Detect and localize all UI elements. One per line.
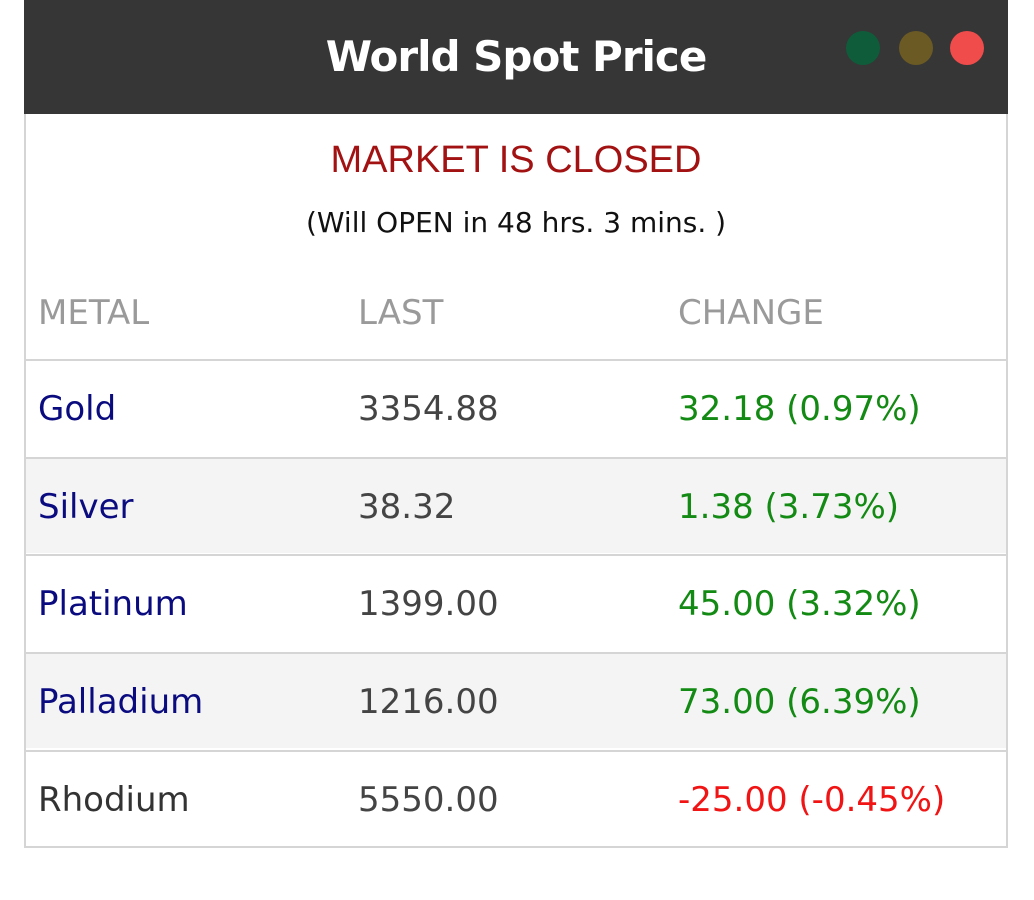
price-change: -25.00 (-0.45%) — [678, 780, 946, 820]
spot-price-widget: World Spot Price MARKET IS CLOSED (Will … — [24, 0, 1008, 848]
price-change: 32.18 (0.97%) — [678, 389, 921, 429]
price-change: 1.38 (3.73%) — [678, 487, 900, 527]
metal-link[interactable]: Platinum — [38, 584, 188, 624]
metal-link[interactable]: Gold — [38, 389, 117, 429]
last-price: 38.32 — [358, 487, 456, 527]
widget-title: World Spot Price — [325, 32, 708, 81]
last-price: 3354.88 — [358, 389, 499, 429]
column-header-metal: METAL — [38, 293, 150, 333]
last-price: 1399.00 — [358, 584, 499, 624]
market-status: MARKET IS CLOSED — [330, 139, 702, 181]
market-open-countdown: (Will OPEN in 48 hrs. 3 mins. ) — [305, 206, 727, 239]
column-header-change: CHANGE — [678, 293, 824, 333]
table-row: Gold 3354.88 32.18 (0.97%) — [26, 359, 1006, 455]
last-price: 1216.00 — [358, 682, 499, 722]
table-row: Silver 38.32 1.38 (3.73%) — [26, 457, 1006, 553]
last-price: 5550.00 — [358, 780, 499, 820]
price-change: 73.00 (6.39%) — [678, 682, 921, 722]
column-header-last: LAST — [358, 293, 444, 333]
metal-link[interactable]: Palladium — [38, 682, 204, 722]
metal-name: Rhodium — [38, 780, 190, 820]
table-row: Platinum 1399.00 45.00 (3.32%) — [26, 554, 1006, 650]
table-row: Palladium 1216.00 73.00 (6.39%) — [26, 652, 1006, 748]
table-row: Rhodium 5550.00 -25.00 (-0.45%) — [26, 750, 1006, 846]
price-change: 45.00 (3.32%) — [678, 584, 921, 624]
green-dot-icon[interactable] — [846, 31, 880, 65]
red-dot-icon[interactable] — [950, 31, 984, 65]
widget-header: World Spot Price — [24, 0, 1008, 114]
olive-dot-icon[interactable] — [899, 31, 933, 65]
metal-link[interactable]: Silver — [38, 487, 134, 527]
